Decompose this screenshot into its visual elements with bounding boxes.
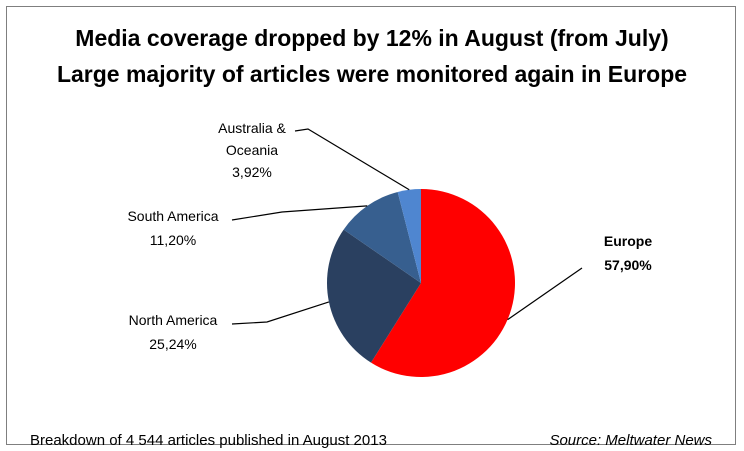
leader-north-america: [231, 301, 330, 325]
leader-lines: [231, 128, 583, 325]
label-australia-name-line1: Australia &: [218, 120, 286, 136]
slice-south-america: [343, 191, 421, 283]
pie-slices: [327, 189, 515, 378]
source-note: Source: Meltwater News: [549, 432, 712, 449]
footer-note: Breakdown of 4 544 articles published in…: [30, 432, 387, 449]
label-europe-value: 57,90%: [604, 257, 652, 273]
slice-europe: [371, 189, 515, 378]
label-north-america-value: 25,24%: [149, 336, 196, 352]
label-north-america-name: North America: [129, 312, 218, 328]
label-south-america-name: South America: [127, 208, 218, 224]
label-australia-value: 3,92%: [232, 164, 272, 180]
leader-europe: [507, 267, 583, 321]
chart-title: Media coverage dropped by 12% in August …: [75, 25, 668, 51]
leader-australia-oceania: [294, 128, 410, 191]
leader-south-america: [231, 205, 368, 221]
slice-north-america: [327, 229, 421, 363]
label-south-america-value: 11,20%: [150, 232, 196, 248]
label-australia-name-line2: Oceania: [226, 142, 278, 158]
label-europe-name: Europe: [604, 233, 652, 249]
chart-subtitle: Large majority of articles were monitore…: [57, 61, 687, 87]
slice-australia-oceania: [397, 189, 421, 283]
